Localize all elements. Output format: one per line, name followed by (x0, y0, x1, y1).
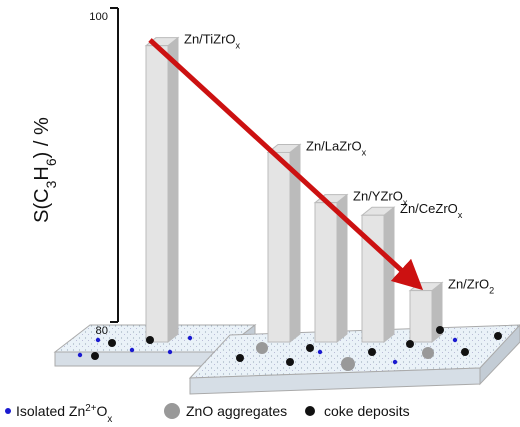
category-label: Zn/ZrO2 (448, 277, 494, 296)
category-label: Zn/LaZrOx (306, 138, 367, 157)
y-tick-label: 80 (96, 325, 108, 337)
bar-front (145, 45, 169, 343)
legend-icon (5, 408, 11, 414)
category-label: Zn/TiZrOx (184, 32, 241, 51)
decor (77, 326, 502, 371)
bar (408, 281, 444, 344)
category-label: Zn/YZrOx (353, 189, 408, 208)
bar (144, 36, 180, 344)
legend-icon (164, 403, 180, 419)
bar-front (267, 151, 291, 343)
trend-arrow (148, 38, 424, 291)
legend-label: Isolated Zn2+Ox (16, 403, 112, 425)
legend-label: coke deposits (324, 403, 410, 419)
y-axis-label: S(C3H6) / % (31, 117, 59, 223)
bar-side (167, 36, 179, 344)
legend-label: ZnO aggregates (186, 403, 287, 419)
y-tick-label: 100 (89, 11, 108, 23)
legend-icon (305, 406, 315, 416)
bar-side (383, 206, 395, 344)
bar (266, 143, 302, 344)
bar (360, 206, 396, 344)
bar-front (409, 290, 433, 343)
category-label: Zn/CeZrOx (400, 201, 463, 220)
bar-front (314, 202, 338, 343)
